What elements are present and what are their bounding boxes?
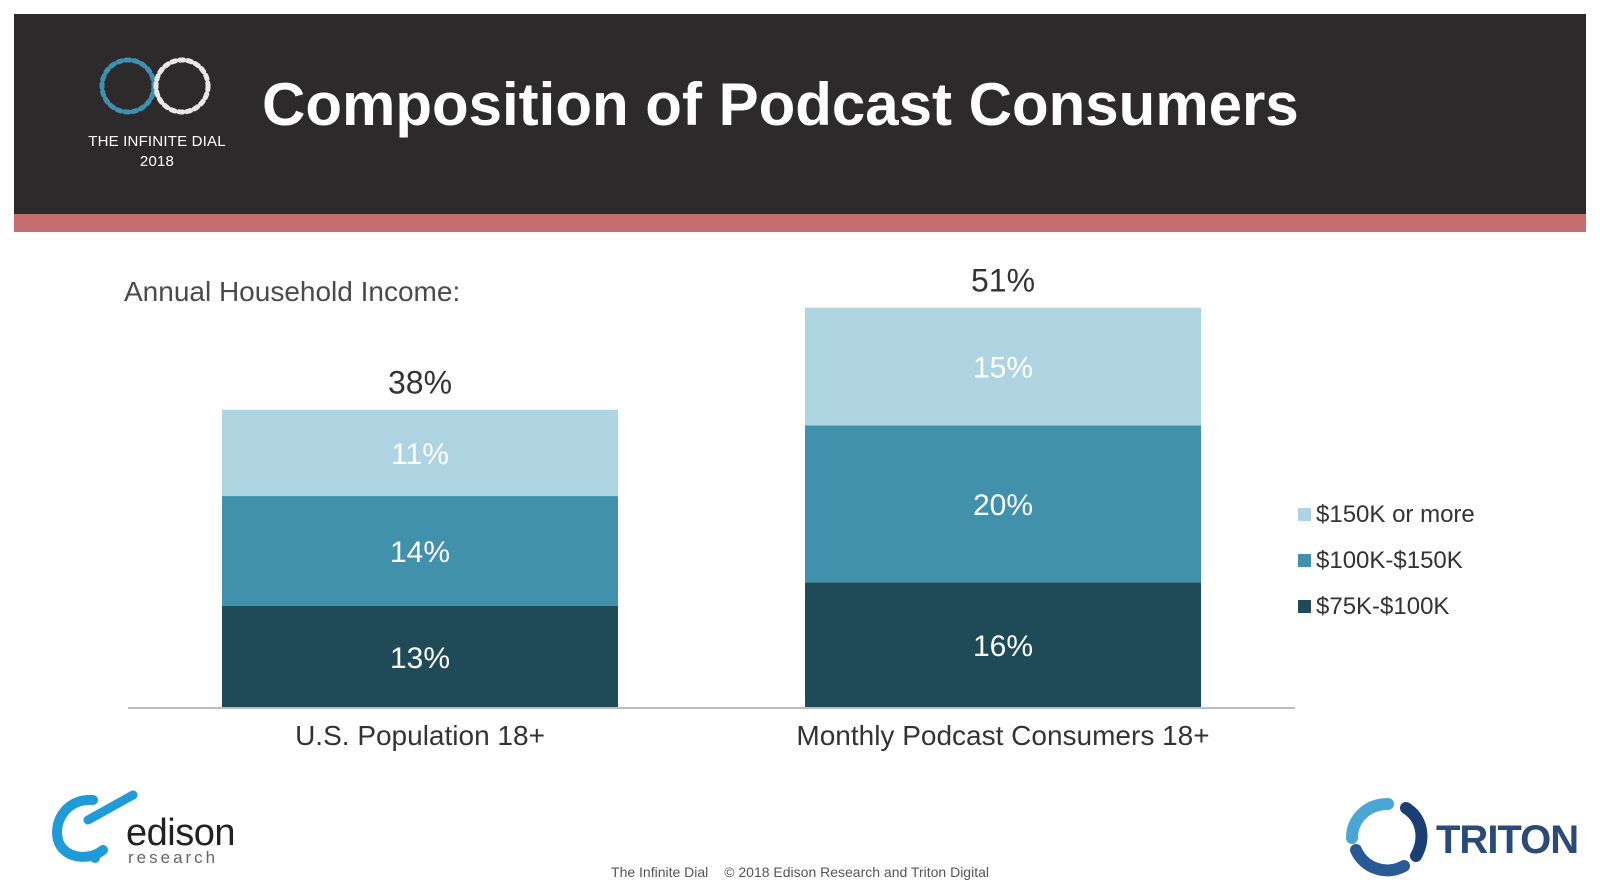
chart-subtitle: Annual Household Income: bbox=[124, 276, 461, 307]
bar-segment bbox=[222, 605, 618, 708]
legend-label: $75K-$100K bbox=[1316, 593, 1449, 620]
infinite-dial-logo-text: THE INFINITE DIAL 2018 bbox=[82, 132, 232, 172]
legend-label: $150K or more bbox=[1316, 501, 1475, 528]
infinite-dial-logo-icon bbox=[99, 57, 211, 115]
category-label: Monthly Podcast Consumers 18+ bbox=[796, 720, 1209, 751]
legend-swatch bbox=[1298, 508, 1311, 521]
total-label: 51% bbox=[971, 263, 1035, 299]
footer: The Infinite Dial © 2018 Edison Research… bbox=[0, 864, 1600, 880]
legend-swatch bbox=[1298, 600, 1311, 613]
footer-right: © 2018 Edison Research and Triton Digita… bbox=[724, 864, 989, 880]
bar-segment bbox=[222, 409, 618, 497]
footer-left: The Infinite Dial bbox=[611, 864, 709, 880]
page-title: Composition of Podcast Consumers bbox=[262, 71, 1299, 138]
category-label: U.S. Population 18+ bbox=[295, 720, 545, 751]
bar-segment bbox=[805, 307, 1201, 426]
bar-segment bbox=[805, 425, 1201, 583]
edison-logo-name: edison bbox=[126, 812, 235, 854]
logo-line-2: 2018 bbox=[139, 153, 175, 170]
edison-logo-icon bbox=[52, 790, 138, 863]
header-accent-stripe bbox=[14, 214, 1586, 232]
header-bar bbox=[14, 14, 1586, 214]
segment-label: 20% bbox=[973, 489, 1033, 522]
legend-label: $100K-$150K bbox=[1316, 547, 1463, 574]
legend-swatch bbox=[1298, 554, 1311, 567]
triton-logo-name: TRITON bbox=[1436, 818, 1579, 862]
segment-label: 13% bbox=[390, 642, 450, 675]
segment-label: 16% bbox=[973, 630, 1033, 663]
triton-logo-icon bbox=[1346, 798, 1428, 877]
segment-label: 11% bbox=[391, 438, 449, 471]
edison-logo-sub: research bbox=[128, 848, 219, 867]
segment-label: 15% bbox=[973, 352, 1033, 385]
bar-segment bbox=[805, 582, 1201, 708]
segment-label: 14% bbox=[390, 536, 450, 569]
logo-line-1: THE INFINITE DIAL bbox=[88, 133, 226, 150]
bar-segment bbox=[222, 496, 618, 606]
total-label: 38% bbox=[388, 365, 452, 401]
